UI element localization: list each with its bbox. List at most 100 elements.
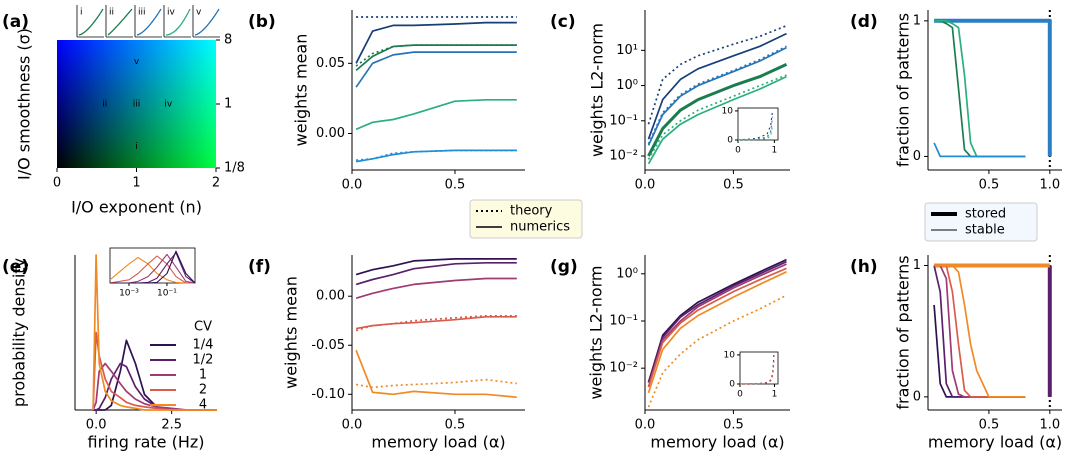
thumb-curve: [194, 8, 220, 36]
thumb-label: iii: [138, 8, 146, 18]
y-tick-label: 10¹: [616, 43, 638, 58]
y-tick-label: 0: [729, 380, 735, 390]
line-series: [647, 267, 787, 388]
panel-label: (f): [248, 257, 271, 277]
marker-label: i: [135, 142, 138, 152]
inset-frame: [737, 107, 779, 141]
y-axis-label: weights mean: [282, 276, 301, 389]
y-tick-label: 10: [724, 350, 736, 360]
legend-label: 1: [199, 368, 207, 383]
line-series: [647, 258, 787, 383]
y-tick-label: 10⁻¹: [609, 313, 638, 328]
legend-label: 2: [199, 383, 207, 398]
line-series: [647, 74, 787, 160]
line-series: [92, 362, 217, 411]
line-series: [933, 142, 1026, 158]
y-tick-label: 1/8: [224, 161, 245, 176]
line-series: [355, 44, 517, 72]
line-series: [356, 149, 517, 162]
y-tick-label: 0: [913, 389, 921, 404]
y-tick-label: 0.00: [316, 126, 345, 141]
y-tick-label: 0.00: [316, 289, 345, 304]
legend-box: [469, 199, 583, 239]
line-series: [355, 261, 517, 286]
line-series: [934, 18, 1052, 157]
y-axis-label: fraction of patterns: [894, 255, 913, 409]
legend-label: stored: [965, 207, 1006, 222]
legend-label: 4: [199, 398, 207, 413]
legend-label: theory: [510, 204, 553, 219]
x-tick-label: 1.0: [1039, 178, 1060, 193]
panel-label: (g): [550, 257, 578, 277]
legend-label: 1/2: [193, 353, 214, 368]
x-tick-label: 1: [771, 146, 777, 156]
line-series: [647, 75, 787, 165]
y-tick-label: 10⁰: [616, 266, 638, 281]
thumb-curve: [165, 8, 191, 36]
line-series: [934, 264, 1026, 398]
legend-title: CV: [194, 320, 212, 335]
y-tick-label: 10: [722, 106, 734, 116]
line-series: [647, 63, 788, 157]
x-tick-label: 10⁻³: [119, 289, 139, 299]
line-series: [355, 277, 517, 300]
thumb-label: ii: [109, 8, 114, 18]
y-axis-label: weights L2-norm: [588, 23, 607, 157]
x-tick-label: 0.5: [445, 178, 466, 193]
marker-label: iii: [133, 100, 141, 110]
line-series: [647, 263, 787, 388]
x-axis-label: memory load (α): [371, 433, 505, 452]
x-tick-label: 0.0: [342, 178, 363, 193]
line-series: [355, 378, 517, 389]
y-tick-label: 0: [727, 136, 733, 146]
thumb-curve: [78, 8, 104, 36]
y-tick-label: 10⁻²: [609, 148, 638, 163]
y-axis-label: I/O smoothness (σ): [15, 28, 34, 180]
thumb-label: i: [80, 8, 83, 18]
y-tick-label: 10⁻²: [609, 361, 638, 376]
line-series: [647, 45, 787, 145]
line-series: [92, 254, 217, 411]
line-series: [737, 116, 774, 141]
x-tick-label: 2: [212, 176, 220, 191]
line-series: [647, 46, 787, 146]
y-tick-label: -0.05: [311, 338, 345, 353]
x-tick-label: 0.5: [445, 418, 466, 433]
line-series: [355, 44, 517, 67]
x-tick-label: 0: [735, 146, 741, 156]
y-axis-label: weights mean: [292, 34, 311, 147]
line-series: [933, 304, 1026, 398]
line-series: [355, 314, 517, 332]
panel-label: (e): [2, 257, 29, 277]
y-tick-label: 1: [224, 97, 232, 112]
x-axis-label: I/O exponent (n): [71, 198, 202, 217]
line-series: [355, 21, 517, 64]
line-series: [355, 149, 517, 163]
x-tick-label: 0: [737, 390, 743, 400]
inset-frame: [739, 351, 779, 385]
x-tick-label: 1: [132, 176, 140, 191]
x-tick-label: 0.5: [979, 178, 1000, 193]
y-axis-label: probability density: [10, 258, 29, 407]
line-series: [355, 349, 517, 399]
line-series: [647, 294, 787, 408]
x-axis-label: firing rate (Hz): [88, 433, 205, 452]
y-tick-label: 8: [224, 33, 232, 48]
x-tick-label: 1: [772, 390, 778, 400]
line-series: [647, 271, 787, 394]
line-series: [355, 315, 517, 330]
y-tick-label: 10⁻¹: [609, 113, 638, 128]
x-tick-label: 0.0: [635, 178, 656, 193]
marker-label: ii: [102, 100, 107, 110]
x-tick-label: 0: [53, 176, 61, 191]
panel-label: (c): [550, 12, 576, 32]
panel-label: (d): [850, 12, 878, 32]
line-series: [647, 260, 787, 383]
x-tick-label: 0.5: [723, 418, 744, 433]
legend-label: numerics: [510, 220, 570, 235]
x-tick-label: 2.5: [161, 418, 182, 433]
y-tick-label: 10⁰: [616, 78, 638, 93]
heatmap-overlay: [57, 40, 216, 168]
line-series: [934, 19, 1026, 158]
